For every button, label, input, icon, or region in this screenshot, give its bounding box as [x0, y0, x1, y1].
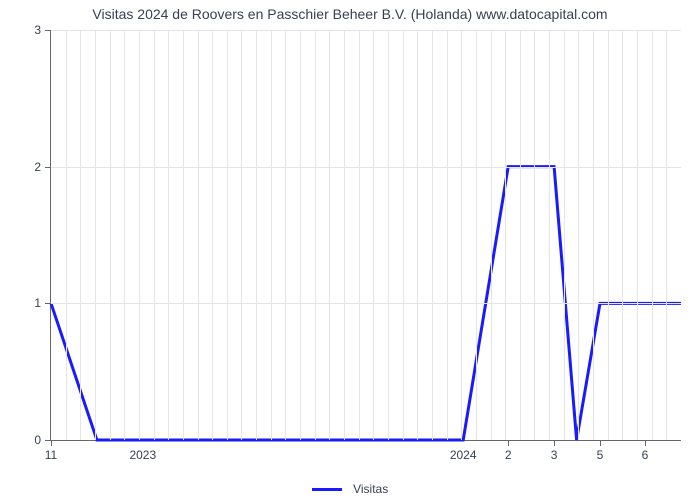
- grid-line-v: [168, 30, 169, 440]
- line-series: [51, 30, 681, 440]
- grid-line-v: [403, 30, 404, 440]
- legend-label: Visitas: [353, 482, 388, 496]
- grid-line-v: [447, 30, 448, 440]
- grid-line-v: [66, 30, 67, 440]
- grid-line-v: [344, 30, 345, 440]
- grid-line-v: [549, 30, 550, 440]
- grid-line-v: [300, 30, 301, 440]
- grid-line-v: [80, 30, 81, 440]
- y-tick: [45, 167, 51, 168]
- grid-line-v: [183, 30, 184, 440]
- x-axis-label: 2024: [450, 448, 477, 462]
- grid-line-v: [461, 30, 462, 440]
- grid-line-v: [227, 30, 228, 440]
- y-tick: [45, 30, 51, 31]
- y-axis-label: 1: [34, 296, 41, 310]
- x-axis-label: 2: [505, 448, 512, 462]
- grid-line-v: [666, 30, 667, 440]
- legend: Visitas: [0, 482, 700, 496]
- legend-swatch: [312, 488, 342, 491]
- x-tick: [600, 440, 601, 446]
- x-tick: [554, 440, 555, 446]
- grid-line-v: [256, 30, 257, 440]
- grid-line-v: [124, 30, 125, 440]
- grid-line-v: [110, 30, 111, 440]
- grid-line-h: [51, 167, 681, 168]
- grid-line-v: [637, 30, 638, 440]
- grid-line-v: [534, 30, 535, 440]
- grid-line-v: [285, 30, 286, 440]
- x-axis-label: 3: [551, 448, 558, 462]
- grid-line-v: [154, 30, 155, 440]
- x-axis-label: 6: [642, 448, 649, 462]
- y-axis-label: 2: [34, 160, 41, 174]
- grid-line-v: [241, 30, 242, 440]
- grid-line-h: [51, 30, 681, 31]
- x-axis-label: 11: [45, 448, 57, 462]
- grid-line-v: [520, 30, 521, 440]
- grid-line-v: [373, 30, 374, 440]
- grid-line-v: [139, 30, 140, 440]
- plot-area: 012311202320242356: [50, 30, 681, 441]
- x-axis-label: 5: [597, 448, 604, 462]
- grid-line-v: [608, 30, 609, 440]
- x-axis-label: 2023: [129, 448, 156, 462]
- x-tick: [508, 440, 509, 446]
- chart-title: Visitas 2024 de Roovers en Passchier Beh…: [0, 6, 700, 22]
- grid-line-v: [476, 30, 477, 440]
- grid-line-v: [505, 30, 506, 440]
- grid-line-h: [51, 303, 681, 304]
- grid-line-v: [388, 30, 389, 440]
- grid-line-v: [198, 30, 199, 440]
- grid-line-v: [578, 30, 579, 440]
- grid-line-v: [417, 30, 418, 440]
- grid-line-v: [95, 30, 96, 440]
- x-tick: [645, 440, 646, 446]
- y-axis-label: 3: [34, 23, 41, 37]
- y-tick: [45, 303, 51, 304]
- grid-line-v: [212, 30, 213, 440]
- grid-line-v: [652, 30, 653, 440]
- grid-line-v: [622, 30, 623, 440]
- grid-line-v: [359, 30, 360, 440]
- y-axis-label: 0: [34, 433, 41, 447]
- x-tick: [51, 440, 52, 446]
- chart-container: Visitas 2024 de Roovers en Passchier Beh…: [0, 0, 700, 500]
- grid-line-v: [432, 30, 433, 440]
- grid-line-v: [329, 30, 330, 440]
- grid-line-v: [315, 30, 316, 440]
- grid-line-v: [564, 30, 565, 440]
- grid-line-v: [491, 30, 492, 440]
- grid-line-v: [271, 30, 272, 440]
- grid-line-v: [593, 30, 594, 440]
